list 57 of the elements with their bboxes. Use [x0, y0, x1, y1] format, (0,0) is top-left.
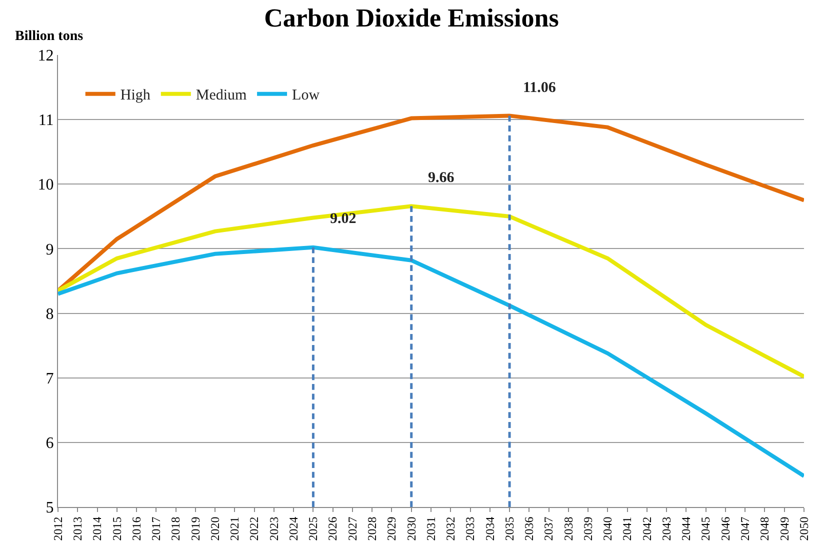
- x-tick-label: 2018: [168, 516, 183, 541]
- x-tick-label: 2020: [208, 516, 222, 541]
- x-tick-label: 2047: [738, 516, 752, 541]
- x-tick-label: 2015: [110, 516, 124, 541]
- x-tick-label: 2025: [306, 516, 320, 541]
- annotation: 9.02: [330, 211, 356, 227]
- y-tick-label: 6: [46, 435, 54, 452]
- x-tick-label: 2022: [247, 516, 262, 541]
- x-tick-label: 2041: [620, 516, 634, 541]
- x-tick-label: 2012: [50, 516, 65, 541]
- x-tick-label: 2031: [424, 516, 438, 541]
- x-tick-label: 2036: [522, 516, 536, 541]
- x-tick-label: 2035: [502, 516, 516, 541]
- x-tick-label: 2021: [228, 516, 242, 541]
- x-tick-label: 2046: [718, 516, 732, 541]
- chart-title: Carbon Dioxide Emissions: [264, 3, 559, 32]
- x-tick-label: 2044: [679, 516, 694, 541]
- legend-label: High: [120, 88, 151, 104]
- x-tick-label: 2019: [188, 516, 202, 541]
- x-tick-label: 2026: [326, 516, 340, 541]
- y-tick-label: 7: [46, 370, 54, 388]
- x-tick-label: 2023: [266, 516, 281, 541]
- x-tick-label: 2034: [482, 516, 497, 541]
- x-tick-label: 2014: [90, 516, 104, 541]
- y-tick-label: 12: [38, 48, 54, 65]
- x-tick-label: 2028: [365, 516, 380, 541]
- x-tick-label: 2017: [149, 516, 164, 541]
- annotation: 11.06: [523, 80, 556, 96]
- legend-label: Medium: [196, 88, 248, 104]
- y-tick-label: 5: [46, 500, 54, 517]
- x-tick-label: 2039: [580, 516, 595, 541]
- annotation: 9.66: [428, 170, 455, 186]
- x-tick-label: 2024: [286, 516, 300, 541]
- x-tick-label: 2032: [444, 516, 458, 541]
- x-tick-label: 2049: [777, 516, 792, 541]
- y-tick-label: 11: [38, 112, 54, 130]
- x-tick-label: 2030: [404, 516, 418, 541]
- x-tick-label: 2045: [698, 516, 713, 541]
- x-tick-label: 2048: [758, 516, 772, 541]
- x-tick-label: 2033: [463, 516, 478, 541]
- y-tick-label: 8: [46, 306, 54, 323]
- x-tick-label: 2040: [600, 516, 615, 541]
- x-tick-label: 2037: [542, 516, 556, 541]
- line-series: [58, 204, 804, 379]
- x-tick-label: 2042: [640, 516, 654, 541]
- x-tick-label: 2043: [659, 516, 674, 541]
- x-tick-label: 2027: [345, 516, 360, 541]
- y-tick-label: 9: [46, 241, 54, 258]
- x-tick-label: 2013: [70, 516, 85, 541]
- x-tick-label: 2029: [384, 516, 399, 541]
- x-tick-label: 2038: [561, 516, 576, 541]
- x-tick-label: 2016: [129, 516, 144, 541]
- y-axis-title: Billion tons: [15, 29, 84, 44]
- line-series: [58, 245, 804, 478]
- x-tick-label: 2050: [796, 516, 811, 541]
- legend-label: Low: [292, 88, 320, 104]
- y-tick-label: 10: [38, 176, 54, 194]
